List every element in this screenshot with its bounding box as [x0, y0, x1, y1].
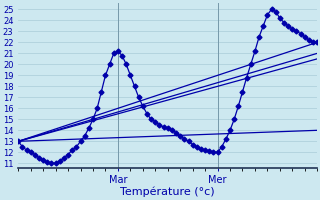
X-axis label: Température (°c): Température (°c): [120, 187, 215, 197]
